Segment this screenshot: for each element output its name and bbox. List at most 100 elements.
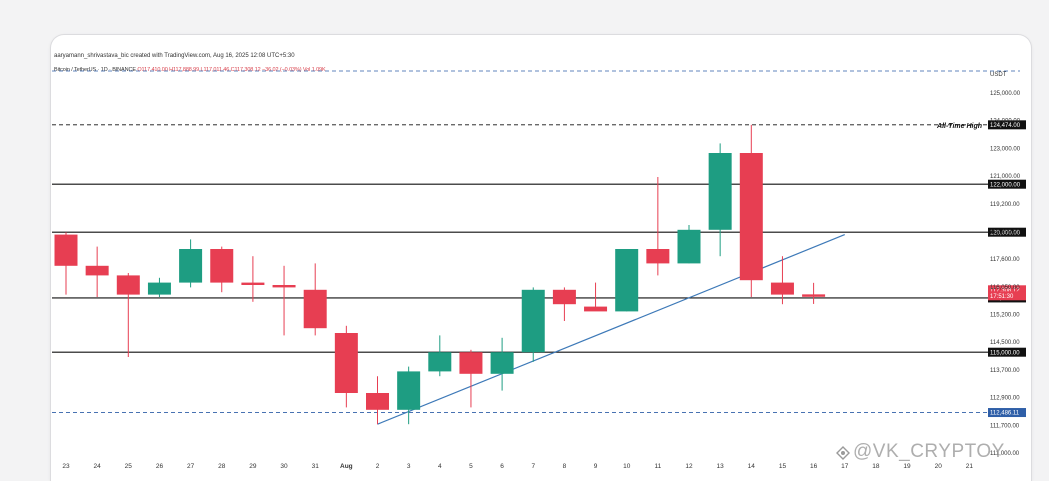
candle bbox=[210, 246, 234, 293]
candles-layer bbox=[54, 124, 826, 425]
x-tick-label: 6 bbox=[500, 463, 504, 470]
x-tick-label: 7 bbox=[531, 463, 535, 470]
candle-body bbox=[459, 352, 483, 374]
candle bbox=[366, 376, 389, 425]
candle bbox=[303, 263, 327, 336]
candle-body bbox=[85, 265, 109, 276]
x-tick-label: 4 bbox=[438, 463, 442, 470]
trend-layer bbox=[377, 234, 845, 425]
x-tick-label: 28 bbox=[218, 463, 226, 470]
candle-body bbox=[272, 285, 296, 288]
x-tick-label: 13 bbox=[717, 463, 725, 470]
y-tick-label: 124,000.00 bbox=[990, 119, 1021, 125]
candle-body bbox=[54, 234, 78, 266]
x-tick-label: 9 bbox=[594, 463, 598, 470]
x-tick-label: 17 bbox=[841, 463, 849, 470]
candle bbox=[54, 232, 78, 295]
y-tick-label: 115,200.00 bbox=[990, 313, 1020, 319]
candle-body bbox=[428, 352, 452, 372]
level-price-label: 122,000.00 bbox=[990, 182, 1021, 188]
candle-body bbox=[366, 393, 389, 410]
ath-annotation: All-Time High bbox=[936, 123, 982, 130]
candle bbox=[739, 124, 763, 297]
candle bbox=[615, 249, 639, 312]
levels-layer: 124,474.00 All-Time High 122,000.00 120,000… bbox=[52, 70, 1026, 418]
candle-body bbox=[646, 249, 670, 264]
candle-body bbox=[490, 352, 514, 374]
level-price-label: 120,000.00 bbox=[990, 230, 1021, 236]
level-price-label: 124,474.00 bbox=[990, 123, 1021, 129]
x-tick-label: 30 bbox=[280, 463, 288, 470]
candle bbox=[334, 325, 358, 408]
y-tick-label: 111,000.00 bbox=[990, 451, 1020, 457]
x-tick-label: 14 bbox=[748, 463, 756, 470]
x-tick-label: 27 bbox=[187, 463, 195, 470]
candle bbox=[552, 287, 576, 321]
exchange: BINANCE bbox=[112, 67, 136, 73]
candle-body bbox=[615, 249, 639, 312]
candle bbox=[584, 282, 608, 312]
y-tick-label: 123,000.00 bbox=[990, 146, 1021, 152]
candle bbox=[646, 177, 670, 276]
candle bbox=[428, 335, 452, 377]
x-tick-label: 19 bbox=[903, 463, 911, 470]
x-tick-label: 16 bbox=[810, 463, 818, 470]
candle bbox=[179, 239, 203, 288]
level-price-tag bbox=[988, 347, 1026, 357]
candle-body bbox=[708, 153, 732, 230]
level-price-label: 115,000.00 bbox=[990, 350, 1020, 356]
x-tick-label: 11 bbox=[654, 463, 661, 470]
y-tick-label: 119,200.00 bbox=[990, 202, 1020, 208]
y-tick-label: 112,900.00 bbox=[990, 396, 1020, 402]
x-tick-label: 10 bbox=[623, 463, 631, 470]
y-tick-label: 121,000.00 bbox=[990, 174, 1021, 180]
candle bbox=[241, 256, 265, 302]
candle bbox=[397, 366, 421, 425]
candle bbox=[677, 225, 701, 264]
candle bbox=[147, 277, 171, 297]
current-price-tag bbox=[988, 285, 1026, 295]
currency-label: USDT bbox=[990, 72, 1007, 78]
x-tick-label: 12 bbox=[685, 463, 693, 470]
x-tick-label: 5 bbox=[469, 463, 473, 470]
x-tick-label: 8 bbox=[563, 463, 567, 470]
chart-attribution: aaryamann_shrivastava_bic created with T… bbox=[54, 53, 295, 59]
ohlc-readout: O117,410.00 H117,888.99 L117,011.46 C117… bbox=[137, 67, 326, 73]
candle bbox=[521, 287, 545, 362]
candle bbox=[85, 246, 109, 297]
candle-body bbox=[677, 229, 701, 264]
x-tick-label: 18 bbox=[872, 463, 880, 470]
price-axis: 125,000.00 124,000.00 123,000.00 121,000.00… bbox=[990, 91, 1021, 457]
candle-body bbox=[116, 275, 140, 295]
level-price-tag bbox=[988, 408, 1026, 418]
symbol-pair: Bitcoin / TetherUS bbox=[54, 67, 97, 73]
x-tick-label: Aug bbox=[340, 463, 353, 470]
y-tick-label: 113,700.00 bbox=[990, 368, 1020, 374]
candle bbox=[272, 265, 296, 336]
level-price-tag bbox=[988, 227, 1026, 237]
y-tick-label: 114,500.00 bbox=[990, 340, 1020, 346]
x-tick-label: 21 bbox=[966, 463, 974, 470]
x-tick-label: 29 bbox=[249, 463, 257, 470]
trendline bbox=[377, 234, 845, 425]
candle bbox=[459, 349, 483, 408]
level-price-label: 112,486.11 bbox=[990, 411, 1020, 417]
candle-body bbox=[241, 282, 265, 285]
watermark: @VK_CRYPTOY bbox=[853, 441, 1005, 462]
candle-body bbox=[521, 289, 545, 353]
symbol-info: Bitcoin / TetherUS · 1D · BINANCE O117,4… bbox=[54, 67, 326, 73]
candle-body bbox=[179, 249, 203, 283]
candle bbox=[802, 282, 826, 304]
current-price-tag bbox=[988, 291, 1026, 301]
candle bbox=[770, 256, 794, 305]
candle-body bbox=[147, 282, 171, 295]
x-tick-label: 15 bbox=[779, 463, 787, 470]
current-price-label: 117,308.12 bbox=[990, 288, 1020, 294]
candle-body bbox=[303, 289, 327, 329]
time-axis: 23 24 25 26 27 28 29 30 31 Aug 2 3 4 5 6 7 8 9 10 11 12 13 14 1… bbox=[62, 463, 973, 470]
level-price-tag bbox=[988, 179, 1026, 189]
y-tick-label: 125,000.00 bbox=[990, 91, 1021, 97]
candle bbox=[708, 143, 732, 257]
current-price-label: 17:51:30 bbox=[990, 294, 1014, 300]
